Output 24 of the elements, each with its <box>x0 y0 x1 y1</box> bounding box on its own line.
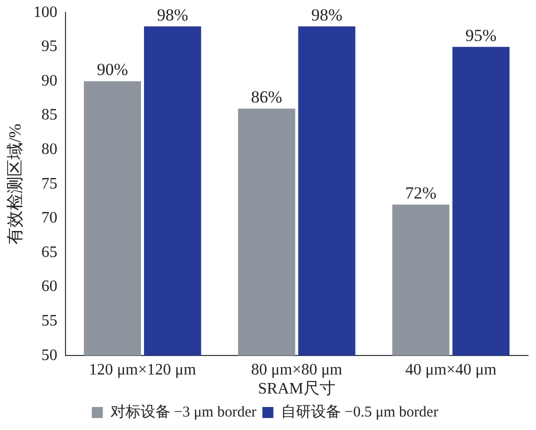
y-tick-label: 60 <box>41 278 58 296</box>
data-label: 72% <box>405 184 436 203</box>
x-tick-label: 80 μm×80 μm <box>251 361 343 378</box>
y-tick-label: 90 <box>41 72 58 90</box>
legend-label: 对标设备 −3 μm border <box>110 403 256 420</box>
x-axis-title: SRAM尺寸 <box>258 380 336 398</box>
data-label: 98% <box>311 5 342 24</box>
y-tick-label: 100 <box>33 4 58 21</box>
data-label: 98% <box>156 5 188 24</box>
y-tick-label: 70 <box>41 210 58 227</box>
y-tick-label: 95 <box>41 38 58 56</box>
data-label: 90% <box>96 60 128 80</box>
y-tick-label: 75 <box>41 175 58 192</box>
legend-label: 自研设备 −0.5 μm border <box>280 403 438 420</box>
y-tick-label: 65 <box>41 244 58 261</box>
x-tick-label: 40 μm×40 μm <box>405 361 497 378</box>
y-tick-label: 50 <box>41 346 58 364</box>
y-axis-title: 有效检测区域/% <box>6 124 25 245</box>
data-label: 86% <box>251 88 282 107</box>
y-tick-label: 55 <box>41 312 58 330</box>
y-tick-label: 80 <box>41 141 58 158</box>
data-label: 95% <box>465 26 497 45</box>
y-tick-label: 85 <box>41 106 58 124</box>
x-tick-label: 120 μm×120 μm <box>88 361 197 378</box>
